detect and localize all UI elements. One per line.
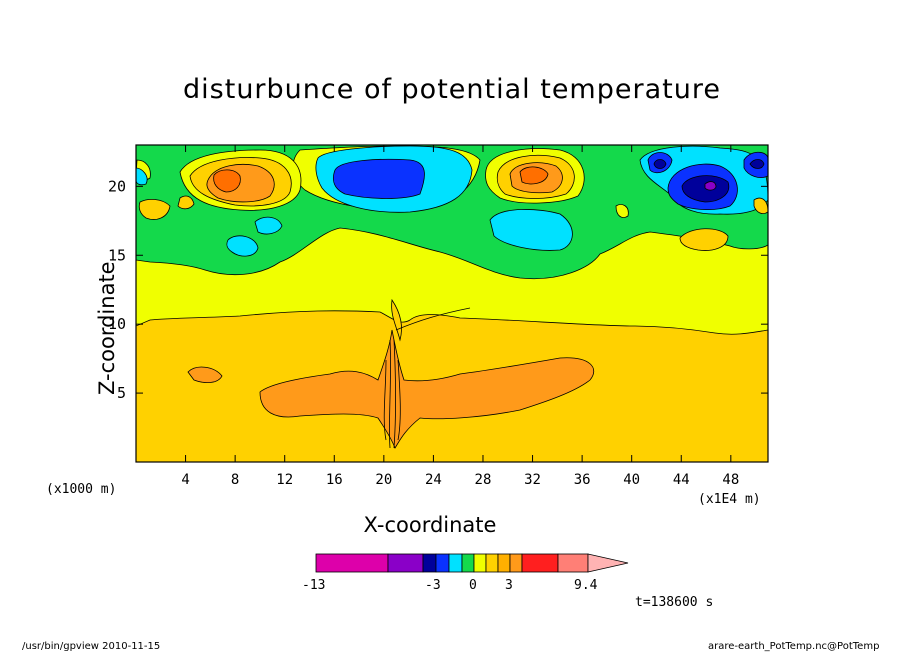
y-tick-label: 10 [108, 315, 126, 333]
colorbar-amber [497, 553, 511, 573]
x-tick-label: 44 [673, 472, 690, 488]
x-tick-label: 32 [524, 472, 541, 488]
y-tick-label: 20 [108, 177, 126, 195]
field-orange-plume [259, 329, 595, 449]
colorbar-red [521, 553, 559, 573]
x-tick-label: 4 [181, 472, 189, 488]
colorbar-salmon [557, 553, 589, 573]
colorbar-orange [509, 553, 523, 573]
colorbar-light-orange [485, 553, 499, 573]
x-tick-label: 48 [722, 472, 739, 488]
colorbar [315, 553, 629, 573]
contour-field [136, 145, 768, 462]
colorbar-magenta [315, 553, 389, 573]
colorbar-tick-label: -13 [302, 578, 326, 593]
colorbar-tick-label: 3 [505, 578, 513, 593]
x-tick-label: 12 [276, 472, 293, 488]
colorbar-tick-label: -3 [425, 578, 441, 593]
x-tick-label: 28 [475, 472, 492, 488]
y-axis-label: Z-coordinate [95, 261, 119, 395]
colorbar-tick-label: 0 [469, 578, 477, 593]
y-tick-label: 15 [108, 246, 126, 264]
colorbar-tick-label: 9.4 [574, 578, 598, 593]
colorbar-cyan [448, 553, 463, 573]
x-unit-right: (x1E4 m) [698, 492, 761, 507]
x-tick-label: 20 [375, 472, 392, 488]
y-axis: 5 10 15 20 [108, 177, 768, 402]
x-tick-label: 36 [574, 472, 591, 488]
chart-title: disturbunce of potential temperature [183, 74, 721, 105]
footer-right: arare-earth_PotTemp.nc@PotTemp [708, 641, 880, 652]
colorbar-navy [422, 553, 437, 573]
colorbar-blue [435, 553, 450, 573]
colorbar-yellow [473, 553, 487, 573]
x-unit-left: (x1000 m) [46, 482, 117, 497]
x-tick-label: 40 [623, 472, 640, 488]
y-tick-label: 5 [117, 384, 126, 402]
x-tick-label: 8 [231, 472, 239, 488]
colorbar-green [461, 553, 475, 573]
x-tick-label: 16 [326, 472, 343, 488]
x-axis-label: X-coordinate [363, 513, 497, 537]
x-tick-label: 24 [425, 472, 442, 488]
field-purple-topright [704, 181, 717, 191]
field-blue-center [333, 158, 425, 199]
footer-left: /usr/bin/gpview 2010-11-15 [22, 641, 161, 652]
colorbar-arrow [587, 553, 629, 573]
x-axis: 4 8 12 16 20 24 28 32 36 40 44 48 [181, 145, 739, 488]
plot-frame [135, 144, 769, 463]
colorbar-purple [387, 553, 424, 573]
time-label: t=138600 s [635, 595, 714, 610]
